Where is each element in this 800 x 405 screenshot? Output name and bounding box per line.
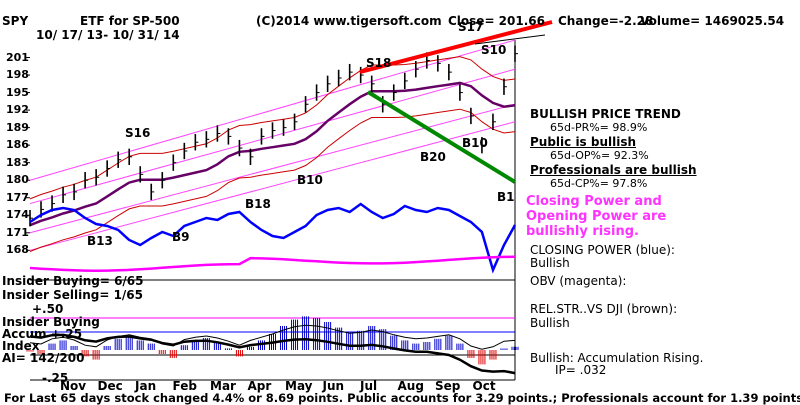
symbol: SPY (2, 14, 29, 28)
signal-label-s17: S17 (458, 20, 484, 34)
month-label-feb: Feb (172, 379, 197, 393)
close-value: Close= 201.66 (448, 14, 545, 28)
date-range: 10/ 17/ 13- 10/ 31/ 14 (36, 28, 180, 42)
cp-value: 65d-CP%= 97.8% (550, 177, 648, 190)
signal-label-s16: S16 (125, 126, 151, 140)
lower-band-line (29, 108, 516, 252)
month-label-jan: Jan (135, 379, 157, 393)
insider-buying-2: Insider Buying (2, 315, 100, 329)
moving-average-line (29, 81, 516, 227)
upper-band-line (29, 56, 516, 200)
pink-line-2: Opening Power are (526, 209, 667, 224)
y-tick-label: 195 (6, 85, 29, 99)
y-tick-label: 201 (6, 50, 29, 64)
signal-label-s10: S10 (481, 43, 507, 57)
relstr-label: REL.STR..VS DJI (brown): (530, 302, 678, 316)
accumulation-panel (26, 316, 519, 381)
closing-power-label: CLOSING POWER (blue): (530, 243, 675, 257)
resistance-line (474, 34, 546, 45)
chart-title: ETF for SP-500 (80, 14, 180, 28)
op-value: 65d-OP%= 92.3% (550, 149, 649, 162)
footer-summary: For Last 65 days stock changed 4.4% or 8… (4, 391, 800, 405)
month-label-oct: Oct (472, 379, 496, 393)
copyright: (C)2014 www.tigersoft.com (256, 14, 442, 28)
signal-label-b10: B10 (297, 173, 323, 187)
signal-label-b9: B9 (172, 230, 190, 244)
month-label-jul: Jul (360, 379, 378, 393)
channel-line (29, 39, 516, 181)
y-tick-label: 183 (6, 155, 29, 169)
minus25-label: -.25 (42, 371, 69, 385)
relstr-state: Bullish (530, 316, 570, 330)
pink-line-1: Closing Power and (526, 194, 662, 209)
y-tick-label: 174 (6, 208, 29, 222)
obv-line (29, 255, 516, 272)
signal-label-b20: B20 (420, 150, 446, 164)
month-label-dec: Dec (97, 379, 123, 393)
y-tick-label: 180 (6, 173, 29, 187)
trend-title: BULLISH PRICE TREND (530, 107, 681, 121)
month-label-sep: Sep (435, 379, 461, 393)
y-tick-label: 192 (6, 103, 29, 117)
change-value: Change=-2.28 (558, 14, 654, 28)
relative-strength-line (29, 333, 516, 375)
channel-line (29, 121, 516, 251)
signal-label-s18: S18 (366, 56, 392, 70)
insider-buying: Insider Buying= 6/65 (2, 274, 144, 288)
ai-value: AI= 142/200 (2, 351, 85, 365)
index-label: Index (2, 339, 40, 353)
y-tick-label: 171 (6, 225, 29, 239)
month-label-may: May (285, 379, 313, 393)
month-label-mar: Mar (210, 379, 236, 393)
month-label-aug: Aug (397, 379, 424, 393)
ip-value: IP= .032 (555, 363, 607, 377)
accumulation-average-line (29, 324, 516, 350)
channel-line (29, 103, 516, 234)
month-label-apr: Apr (247, 379, 272, 393)
pink-line-3: bullishly rising. (526, 224, 639, 239)
month-label-jun: Jun (322, 379, 345, 393)
pros-bullish: Professionals are bullish (530, 163, 697, 177)
y-tick-label: 189 (6, 120, 29, 134)
insider-selling: Insider Selling= 1/65 (2, 288, 144, 302)
closing-power-line (29, 202, 517, 274)
green-trendline (366, 90, 517, 184)
price-panel (26, 20, 553, 380)
y-tick-label: 168 (6, 243, 29, 257)
month-label-nov: Nov (60, 379, 87, 393)
signal-label-b18: B18 (245, 197, 271, 211)
accum-label-left: Accum +.25 (2, 327, 83, 341)
y-tick-label: 186 (6, 138, 29, 152)
pr-value: 65d-PR%= 98.9% (550, 121, 648, 134)
accum-label: Bullish: Accumulation Rising. (530, 351, 704, 365)
signal-label-b1: B1 (497, 190, 515, 204)
public-bullish: Public is bullish (530, 135, 637, 149)
red-trendline (359, 20, 553, 74)
plus50-label: +.50 (32, 302, 64, 316)
signal-label-b13: B13 (87, 234, 113, 248)
y-tick-label: 177 (6, 190, 29, 204)
y-tick-label: 198 (6, 68, 29, 82)
closing-power-state: Bullish (530, 256, 570, 270)
obv-label: OBV (magenta): (530, 274, 627, 288)
volume-value: Volume= 1469025.54 (640, 14, 785, 28)
signal-label-b10: B10 (462, 136, 488, 150)
